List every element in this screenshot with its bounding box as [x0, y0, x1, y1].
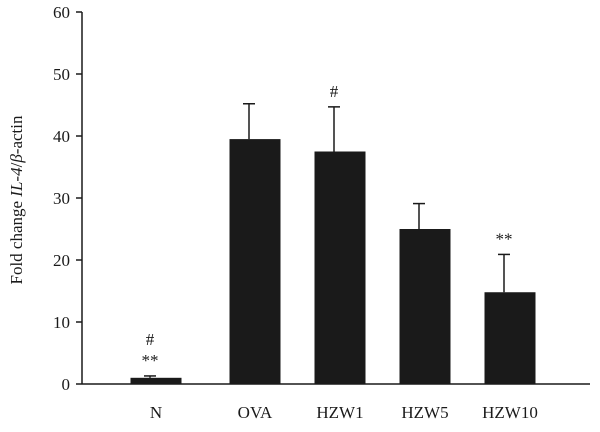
y-tick-label: 20 — [53, 251, 70, 270]
bar-hzw10 — [484, 292, 536, 384]
y-tick-label: 50 — [53, 65, 70, 84]
error-bars — [144, 103, 510, 378]
category-labels: N OVA HZW1 HZW5 HZW10 — [150, 403, 538, 422]
category-label-hzw10: HZW10 — [482, 403, 538, 422]
annotation-hzw10: ** — [496, 229, 513, 248]
annotation-hzw1: # — [330, 82, 339, 101]
annotation-n: ** — [142, 351, 159, 370]
bar-n — [130, 377, 182, 384]
annotation-n: # — [146, 330, 155, 349]
category-label-n: N — [150, 403, 162, 422]
y-tick-label: 10 — [53, 313, 70, 332]
bar-ova — [229, 139, 281, 384]
y-axis-label: Fold change IL-4/β-actin — [7, 115, 26, 285]
category-label-ova: OVA — [238, 403, 273, 422]
bar-hzw1 — [314, 151, 366, 384]
y-axis-ticks: 0 10 20 30 40 50 60 — [53, 3, 82, 394]
y-tick-label: 30 — [53, 189, 70, 208]
significance-annotations: ** # # ** — [142, 82, 513, 370]
y-tick-label: 0 — [62, 375, 71, 394]
y-tick-label: 40 — [53, 127, 70, 146]
bars — [130, 139, 536, 384]
category-label-hzw1: HZW1 — [316, 403, 363, 422]
bar-hzw5 — [399, 229, 451, 384]
y-tick-label: 60 — [53, 3, 70, 22]
category-label-hzw5: HZW5 — [401, 403, 448, 422]
